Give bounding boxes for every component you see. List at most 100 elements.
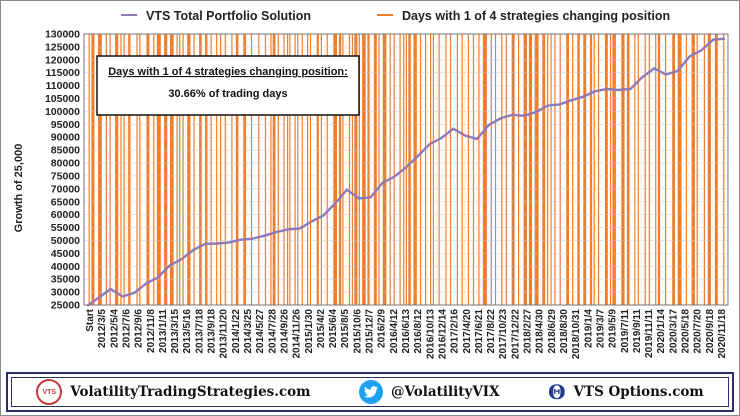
x-tick-label: 2019/9/11 — [632, 309, 643, 353]
y-tick-label: 110000 — [46, 80, 81, 92]
footer-twitter[interactable]: @VolatilityVIX — [359, 380, 500, 404]
position-change-band — [559, 34, 561, 305]
position-change-band — [523, 34, 527, 305]
y-tick-label: 95000 — [51, 119, 80, 131]
position-change-band — [170, 34, 174, 305]
annotation-box: Days with 1 of 4 strategies changing pos… — [96, 55, 360, 116]
x-tick-label: 2017/10/23 — [498, 309, 509, 359]
position-change-band — [644, 34, 646, 305]
position-change-band — [691, 34, 695, 305]
position-change-band — [413, 34, 417, 305]
position-change-band — [358, 34, 360, 305]
x-tick-label: 2013/7/18 — [194, 309, 205, 354]
position-change-band — [420, 34, 422, 305]
footer-options[interactable]: Θ VTS Options.com — [548, 380, 704, 404]
x-tick-label: 2015/12/7 — [365, 309, 376, 354]
position-change-band — [505, 34, 507, 305]
y-tick-label: 100000 — [45, 106, 80, 118]
plot-area — [83, 33, 729, 307]
x-tick-label: 2017/6/21 — [474, 309, 485, 354]
y-tick-label: 40000 — [51, 261, 80, 273]
position-change-band — [164, 34, 168, 305]
position-change-band — [294, 34, 296, 305]
position-change-band — [550, 34, 552, 305]
position-change-band — [235, 34, 239, 305]
y-tick-label: 60000 — [51, 209, 80, 221]
x-tick-label: 2012/9/6 — [134, 309, 145, 348]
position-change-band — [139, 34, 141, 305]
position-change-band — [270, 34, 272, 305]
x-tick-label: 2017/12/22 — [510, 309, 521, 359]
position-change-band — [91, 34, 95, 305]
position-change-band — [98, 34, 102, 305]
position-change-band — [478, 34, 480, 305]
position-change-band — [393, 34, 395, 305]
position-change-band — [542, 34, 546, 305]
y-tick-label: 65000 — [51, 196, 80, 208]
position-change-band — [362, 34, 366, 305]
position-change-band — [604, 34, 608, 305]
position-change-band — [528, 34, 532, 305]
x-tick-label: 2013/3/15 — [170, 309, 181, 354]
position-change-band — [438, 34, 440, 305]
position-change-band — [297, 34, 299, 305]
footer-website[interactable]: VTS VolatilityTradingStrategies.com — [36, 379, 310, 405]
footer-inner: VTS VolatilityTradingStrategies.com @Vol… — [11, 377, 729, 407]
position-change-band — [231, 34, 233, 305]
y-tick-label: 25000 — [51, 300, 80, 312]
position-change-band — [193, 34, 195, 305]
y-tick-label: 90000 — [51, 132, 80, 144]
position-change-band — [445, 34, 447, 305]
position-change-band — [277, 34, 279, 305]
x-tick-label: 2020/11/18 — [717, 309, 728, 359]
position-change-band — [577, 34, 580, 305]
x-tick-label: 2016/8/12 — [413, 309, 424, 354]
position-change-band — [373, 34, 377, 305]
position-change-band — [307, 34, 309, 305]
y-tick-label: 50000 — [51, 235, 80, 247]
position-change-band — [182, 34, 184, 305]
x-tick-label: 2013/11/20 — [219, 309, 230, 359]
legend-label-portfolio: VTS Total Portfolio Solution — [146, 9, 311, 23]
x-tick-label: 2019/11/11 — [644, 309, 655, 358]
position-change-band — [430, 34, 432, 305]
position-change-band — [316, 34, 319, 305]
y-tick-label: 105000 — [45, 93, 80, 105]
position-change-band — [598, 34, 600, 305]
position-change-band — [399, 34, 401, 305]
x-tick-label: 2014/7/28 — [267, 309, 278, 354]
x-tick-label: 2019/1/4 — [583, 309, 594, 348]
position-change-band — [88, 34, 90, 305]
position-change-band — [449, 34, 452, 305]
x-tick-label: 2019/5/9 — [608, 309, 619, 348]
position-change-band — [378, 34, 380, 305]
position-change-band — [199, 34, 202, 305]
footer-options-text: VTS Options.com — [573, 384, 704, 400]
theta-logo-icon: Θ — [548, 380, 566, 404]
position-change-band — [220, 34, 222, 305]
position-change-band — [115, 34, 119, 305]
position-change-band — [123, 34, 125, 305]
x-tick-label: 2017/4/20 — [462, 309, 473, 354]
y-tick-label: 125000 — [45, 41, 80, 53]
x-tick-label: 2013/9/18 — [207, 309, 218, 354]
position-change-band — [467, 34, 469, 305]
x-tick-label: 2020/5/18 — [681, 309, 692, 354]
position-change-band — [634, 34, 636, 305]
series-line-portfolio — [86, 37, 726, 307]
position-change-band — [351, 34, 353, 305]
x-tick-label: 2016/12/14 — [437, 309, 448, 359]
position-change-band — [612, 34, 616, 305]
twitter-icon — [359, 380, 383, 404]
position-change-band — [342, 34, 344, 305]
position-change-band — [243, 34, 246, 305]
position-change-band — [534, 34, 539, 305]
position-change-band — [301, 34, 303, 305]
x-tick-label: 2012/3/5 — [97, 309, 108, 348]
position-change-band — [320, 34, 322, 305]
y-tick-label: 55000 — [51, 222, 80, 234]
position-change-band — [289, 34, 291, 305]
position-change-band — [283, 34, 285, 305]
position-change-band — [367, 34, 370, 305]
footer: VTS VolatilityTradingStrategies.com @Vol… — [6, 372, 734, 412]
